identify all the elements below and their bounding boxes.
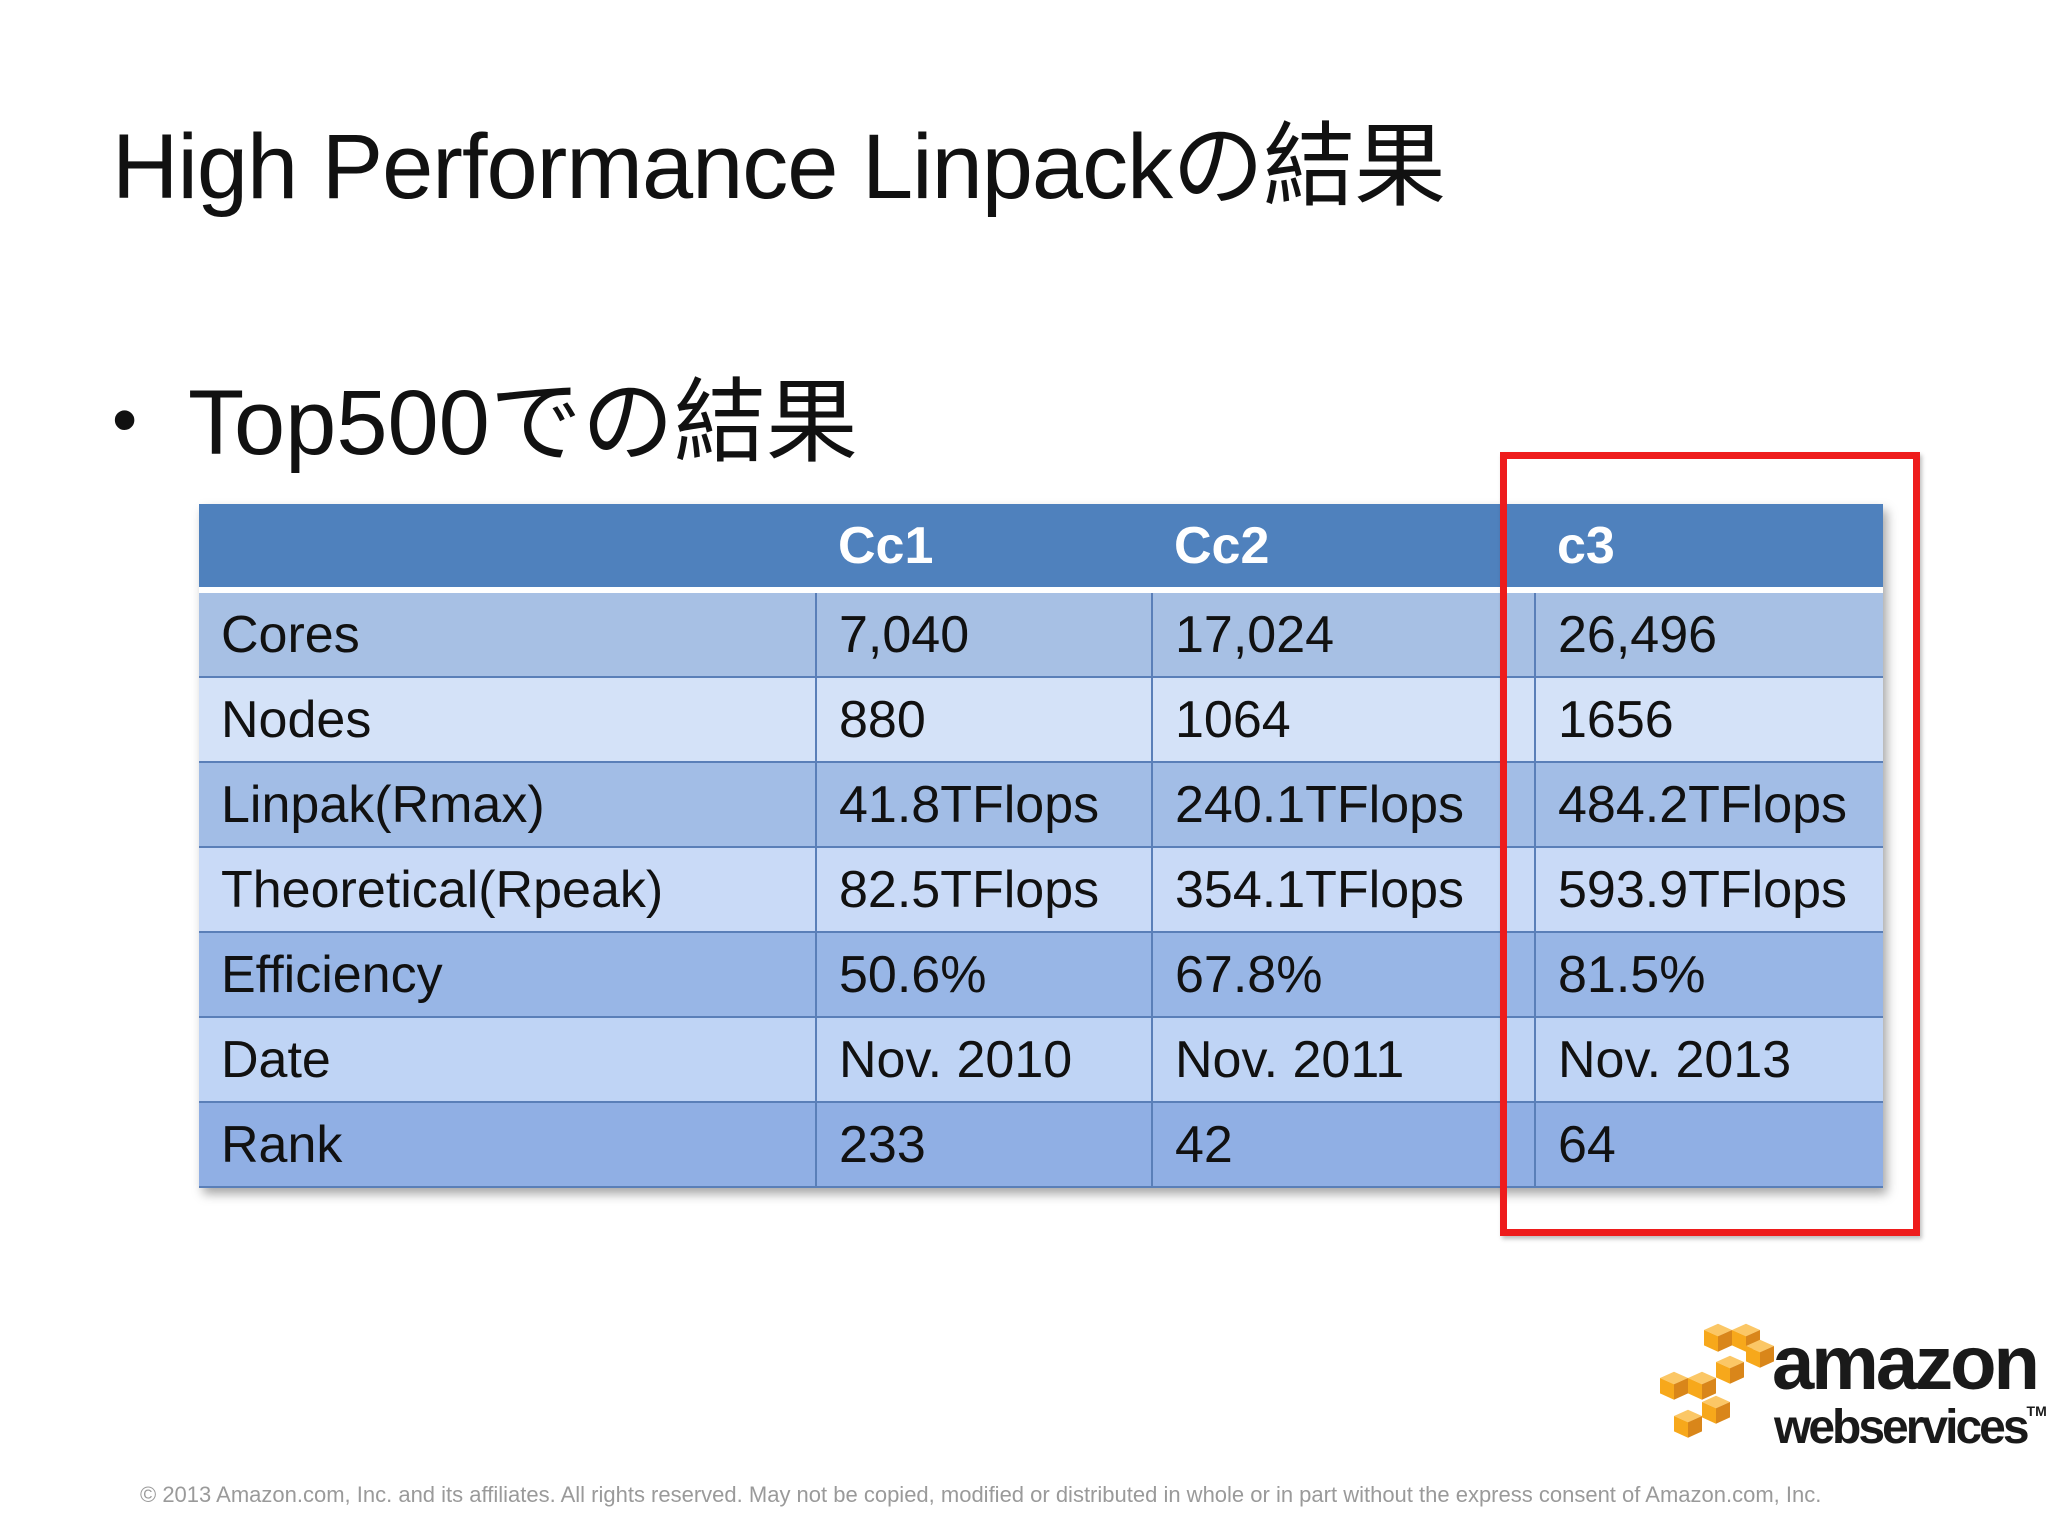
table-cell: 7,040 <box>816 590 1153 678</box>
results-table-container: Cc1 Cc2 c3 Cores 7,040 17,024 26,496 Nod… <box>199 504 1883 1188</box>
header-cell-c3: c3 <box>1535 504 1883 593</box>
table-row-rank: Rank 233 42 64 <box>199 1102 1883 1188</box>
table-row-nodes: Nodes 880 1064 1656 <box>199 677 1883 763</box>
logo-trademark: TM <box>2026 1403 2047 1419</box>
row-label: Efficiency <box>199 932 817 1018</box>
table-cell: 593.9TFlops <box>1535 847 1883 933</box>
table-row-date: Date Nov. 2010 Nov. 2011 Nov. 2013 <box>199 1017 1883 1103</box>
table-cell: 354.1TFlops <box>1152 847 1536 933</box>
table-cell: 81.5% <box>1535 932 1883 1018</box>
row-label: Nodes <box>199 677 817 763</box>
table-cell: 67.8% <box>1152 932 1536 1018</box>
table-cell: 1656 <box>1535 677 1883 763</box>
table-cell: 42 <box>1152 1102 1536 1188</box>
table-cell: 1064 <box>1152 677 1536 763</box>
table-cell: 484.2TFlops <box>1535 762 1883 848</box>
bullet-item: • Top500での結果 <box>112 368 858 478</box>
header-cell-cc2: Cc2 <box>1152 504 1535 593</box>
table-row-rpeak: Theoretical(Rpeak) 82.5TFlops 354.1TFlop… <box>199 847 1883 933</box>
aws-cubes-icon <box>1660 1323 1774 1438</box>
table-header-row: Cc1 Cc2 c3 <box>199 504 1883 593</box>
table-cell: 26,496 <box>1535 590 1883 678</box>
table-cell: Nov. 2013 <box>1535 1017 1883 1103</box>
table-cell: 82.5TFlops <box>816 847 1153 933</box>
row-label: Cores <box>199 590 817 678</box>
logo-word-webservices: webservicesTM <box>1774 1401 2047 1454</box>
table-row-rmax: Linpak(Rmax) 41.8TFlops 240.1TFlops 484.… <box>199 762 1883 848</box>
table-cell: 50.6% <box>816 932 1153 1018</box>
table-cell: Nov. 2011 <box>1152 1017 1536 1103</box>
copyright-notice: © 2013 Amazon.com, Inc. and its affiliat… <box>140 1482 1822 1507</box>
header-cell-blank <box>199 504 816 593</box>
table-cell: 240.1TFlops <box>1152 762 1536 848</box>
table-cell: 41.8TFlops <box>816 762 1153 848</box>
table-cell: 17,024 <box>1152 590 1536 678</box>
aws-logo: amazon webservicesTM <box>1654 1316 2047 1466</box>
table-row-efficiency: Efficiency 50.6% 67.8% 81.5% <box>199 932 1883 1018</box>
logo-word-amazon: amazon <box>1772 1321 2040 1406</box>
bullet-text: Top500での結果 <box>188 372 858 474</box>
row-label: Linpak(Rmax) <box>199 762 817 848</box>
results-table: Cc1 Cc2 c3 Cores 7,040 17,024 26,496 Nod… <box>199 504 1883 1188</box>
slide-title: High Performance Linpackの結果 <box>112 116 1446 218</box>
row-label: Date <box>199 1017 817 1103</box>
table-row-cores: Cores 7,040 17,024 26,496 <box>199 590 1883 678</box>
table-cell: 233 <box>816 1102 1153 1188</box>
row-label: Theoretical(Rpeak) <box>199 847 817 933</box>
row-label: Rank <box>199 1102 817 1188</box>
bullet-marker: • <box>112 380 138 460</box>
header-cell-cc1: Cc1 <box>816 504 1152 593</box>
table-cell: 64 <box>1535 1102 1883 1188</box>
table-cell: Nov. 2010 <box>816 1017 1153 1103</box>
table-cell: 880 <box>816 677 1153 763</box>
